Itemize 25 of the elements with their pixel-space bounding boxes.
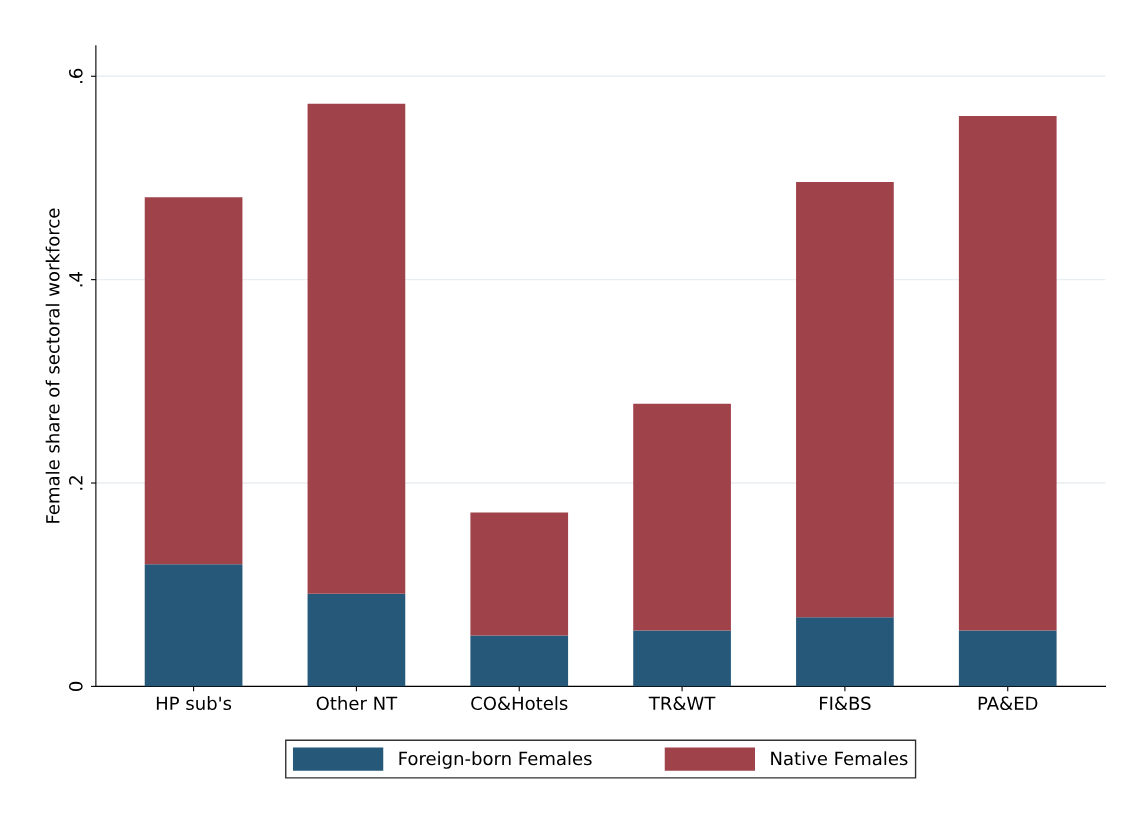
legend-label: Foreign-born Females [399,751,592,769]
legend-label: Native Females [771,751,908,766]
bar [307,103,406,594]
bar [144,197,243,565]
bar [958,115,1057,631]
bar [144,564,243,687]
y-tick-label: 0 [69,681,83,691]
bar [796,617,894,687]
y-tick-label: .2 [69,476,83,490]
bar [796,182,894,618]
x-tick-label: Other NT [316,696,398,711]
bar [958,630,1057,687]
bar [633,630,731,687]
bar [470,512,569,636]
bar [307,593,406,687]
x-tick-label: PA&ED [978,696,1038,711]
x-tick-label: TR&WT [648,696,716,711]
x-tick-label: FI&BS [820,696,871,711]
y-tick-label: .4 [69,272,83,287]
y-tick-label: .6 [69,68,83,83]
bar [633,403,731,631]
x-tick-label: HP sub's [156,696,232,711]
y-axis-title: Female share of sectoral workforce [45,208,60,523]
x-tick-label: CO&Hotels [471,696,568,711]
bar [470,635,569,687]
